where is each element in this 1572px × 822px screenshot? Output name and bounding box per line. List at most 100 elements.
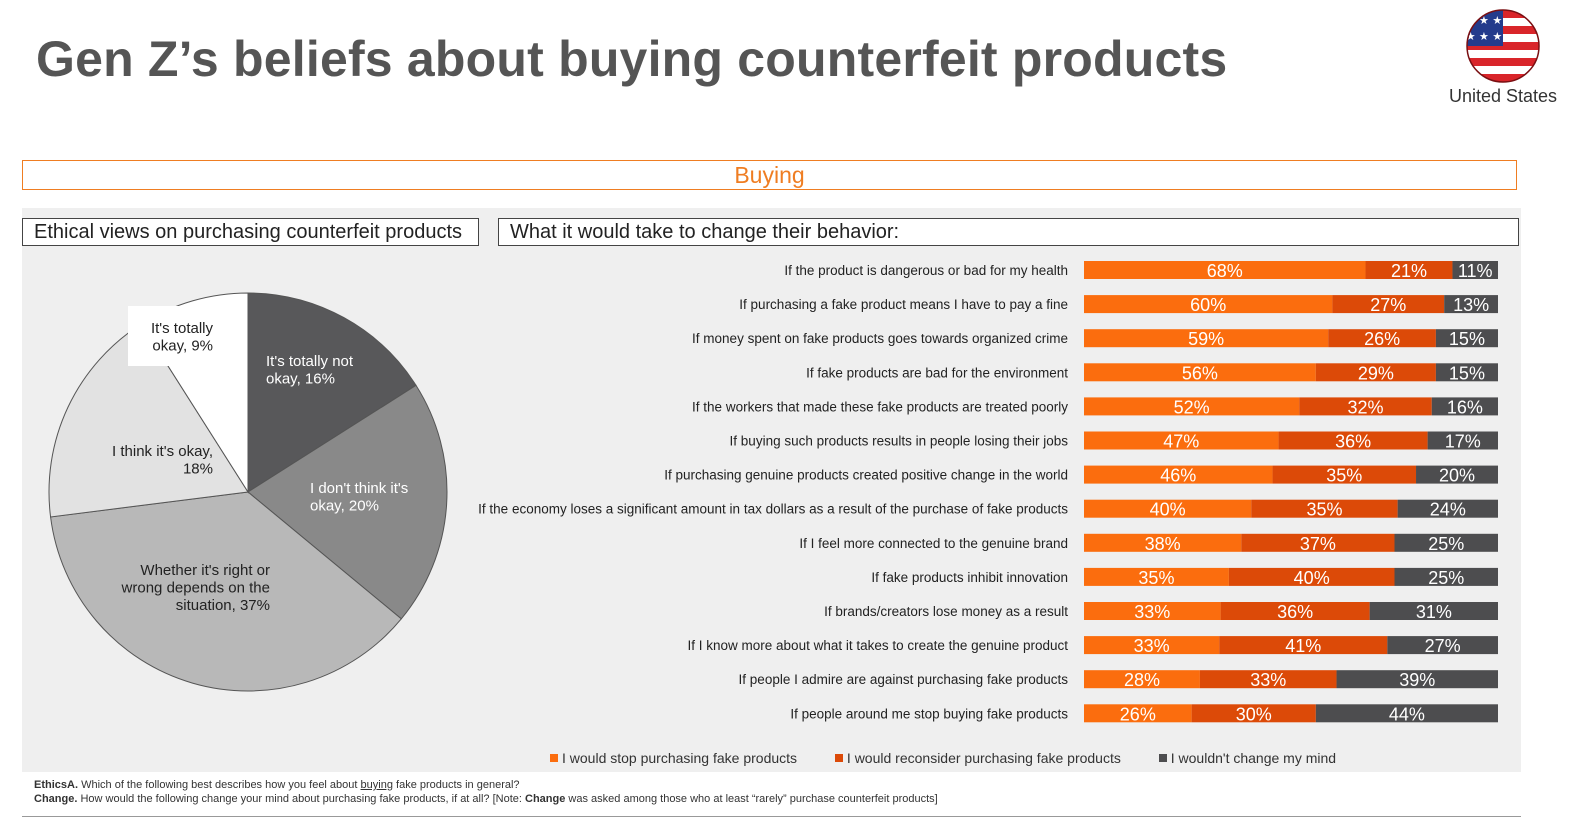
footnotes: EthicsA. Which of the following best des… bbox=[34, 778, 938, 806]
bar-value-label: 15% bbox=[1449, 329, 1485, 349]
bar-segment bbox=[1084, 636, 1220, 655]
bar-value-label: 29% bbox=[1358, 363, 1394, 383]
bar-value-label: 11% bbox=[1458, 261, 1493, 281]
bar-segment bbox=[1387, 636, 1498, 655]
bar-segment bbox=[1084, 567, 1229, 586]
bar-segment bbox=[1084, 329, 1329, 348]
bar-segment bbox=[1272, 465, 1417, 484]
legend-swatch-reconsider bbox=[834, 754, 843, 762]
bar-segment bbox=[1084, 533, 1242, 552]
bar-segment bbox=[1435, 363, 1498, 382]
bar-segment bbox=[1084, 397, 1300, 416]
footnote-ethics: EthicsA. Which of the following best des… bbox=[34, 778, 938, 792]
page-title: Gen Z’s beliefs about buying counterfeit… bbox=[36, 31, 1228, 87]
pie-slice-label: I think it's okay, 18% bbox=[112, 443, 213, 478]
bar-category-label: If brands/creators lose money as a resul… bbox=[824, 604, 1068, 619]
bar-segment bbox=[1199, 670, 1337, 689]
pie-slice-label: It's totally okay, 9% bbox=[151, 320, 214, 355]
bar-value-label: 13% bbox=[1453, 295, 1489, 315]
pie-slice bbox=[247, 292, 417, 493]
bar-value-label: 46% bbox=[1160, 466, 1196, 486]
legend-item-no-change: I wouldn't change my mind bbox=[1158, 750, 1337, 766]
bar-segment bbox=[1299, 397, 1432, 416]
bar-value-label: 27% bbox=[1425, 636, 1461, 656]
bar-value-label: 33% bbox=[1134, 636, 1170, 656]
bar-value-label: 17% bbox=[1445, 432, 1481, 452]
bar-value-label: 41% bbox=[1285, 636, 1321, 656]
bar-category-label: If purchasing genuine products created p… bbox=[664, 468, 1068, 483]
legend-label-no-change: I wouldn't change my mind bbox=[1170, 750, 1337, 766]
bar-segment bbox=[1435, 329, 1498, 348]
bar-value-label: 40% bbox=[1294, 568, 1330, 588]
bar-segment bbox=[1427, 431, 1498, 450]
bar-segment bbox=[1084, 499, 1252, 518]
bar-category-label: If fake products inhibit innovation bbox=[871, 570, 1068, 585]
bar-segment bbox=[1278, 431, 1428, 450]
chart-legend: I would stop purchasing fake products I … bbox=[550, 750, 1370, 766]
bar-segment bbox=[1336, 670, 1498, 689]
bar-category-label: If the workers that made these fake prod… bbox=[692, 399, 1068, 414]
pie-label-box bbox=[128, 306, 240, 366]
footnote-ethics-question-end: fake products in general? bbox=[396, 779, 520, 791]
bar-category-label: If the economy loses a significant amoun… bbox=[478, 502, 1068, 517]
bar-category-label: If I know more about what it takes to cr… bbox=[688, 638, 1069, 653]
bar-value-label: 30% bbox=[1236, 704, 1272, 724]
bar-segment bbox=[1084, 261, 1366, 279]
bar-value-label: 40% bbox=[1150, 500, 1186, 520]
bar-segment bbox=[1084, 295, 1333, 314]
pie-slice-label: It's totally not okay, 16% bbox=[266, 353, 354, 388]
pie-slice bbox=[247, 384, 448, 620]
bar-value-label: 31% bbox=[1416, 602, 1452, 622]
bar-segment bbox=[1394, 533, 1498, 552]
bar-segment bbox=[1084, 363, 1316, 382]
bar-value-label: 20% bbox=[1439, 466, 1475, 486]
bars-panel-heading: What it would take to change their behav… bbox=[498, 218, 1519, 246]
legend-label-reconsider: I would reconsider purchasing fake produ… bbox=[846, 750, 1121, 766]
bar-segment bbox=[1219, 636, 1388, 655]
us-flag-icon: ★ ★ ★ ★ ★ ★ bbox=[1466, 9, 1540, 83]
bar-segment bbox=[1328, 329, 1436, 348]
pie-slice-label: Whether it's right or wrong depends on th… bbox=[121, 562, 270, 614]
bar-segment bbox=[1220, 602, 1370, 620]
section-header: Buying bbox=[22, 160, 1517, 190]
pie-slice bbox=[48, 323, 249, 518]
bar-value-label: 26% bbox=[1120, 704, 1156, 724]
bar-value-label: 26% bbox=[1364, 329, 1400, 349]
bar-value-label: 35% bbox=[1326, 466, 1362, 486]
legend-item-reconsider: I would reconsider purchasing fake produ… bbox=[834, 750, 1121, 766]
bar-value-label: 15% bbox=[1449, 363, 1485, 383]
bar-segment bbox=[1315, 704, 1498, 723]
bar-value-label: 24% bbox=[1430, 500, 1466, 520]
bar-value-label: 37% bbox=[1300, 534, 1336, 554]
pie-slice bbox=[50, 491, 403, 692]
bar-category-label: If buying such products results in peopl… bbox=[730, 434, 1069, 449]
bar-segment bbox=[1084, 704, 1192, 723]
bar-segment bbox=[1228, 567, 1395, 586]
pie-panel-heading: Ethical views on purchasing counterfeit … bbox=[22, 218, 479, 246]
bottom-divider bbox=[22, 816, 1521, 817]
bar-category-label: If people I admire are against purchasin… bbox=[739, 672, 1069, 687]
bar-value-label: 60% bbox=[1190, 295, 1226, 315]
bar-value-label: 56% bbox=[1182, 363, 1218, 383]
bar-category-label: If the product is dangerous or bad for m… bbox=[784, 263, 1068, 278]
bar-category-label: If purchasing a fake product means I hav… bbox=[739, 297, 1068, 312]
bar-segment bbox=[1251, 499, 1398, 518]
bar-value-label: 68% bbox=[1207, 261, 1243, 281]
bar-segment bbox=[1452, 261, 1498, 279]
pie-slice-label: I don't think it's okay, 20% bbox=[310, 480, 408, 515]
bar-segment bbox=[1332, 295, 1445, 314]
bar-segment bbox=[1431, 397, 1498, 416]
footnote-ethics-label: EthicsA. bbox=[34, 779, 79, 791]
bar-category-label: If fake products are bad for the environ… bbox=[806, 365, 1068, 380]
bar-segment bbox=[1369, 602, 1498, 620]
bar-value-label: 27% bbox=[1370, 295, 1406, 315]
bar-segment bbox=[1394, 567, 1498, 586]
footnote-change-question: How would the following change your mind… bbox=[80, 793, 522, 805]
bar-value-label: 32% bbox=[1348, 397, 1384, 417]
legend-item-stop: I would stop purchasing fake products bbox=[550, 750, 797, 766]
legend-swatch-no-change bbox=[1158, 754, 1167, 762]
bar-segment bbox=[1397, 499, 1498, 518]
bar-category-label: If money spent on fake products goes tow… bbox=[692, 331, 1068, 346]
footnote-change-bold: Change bbox=[525, 793, 566, 805]
